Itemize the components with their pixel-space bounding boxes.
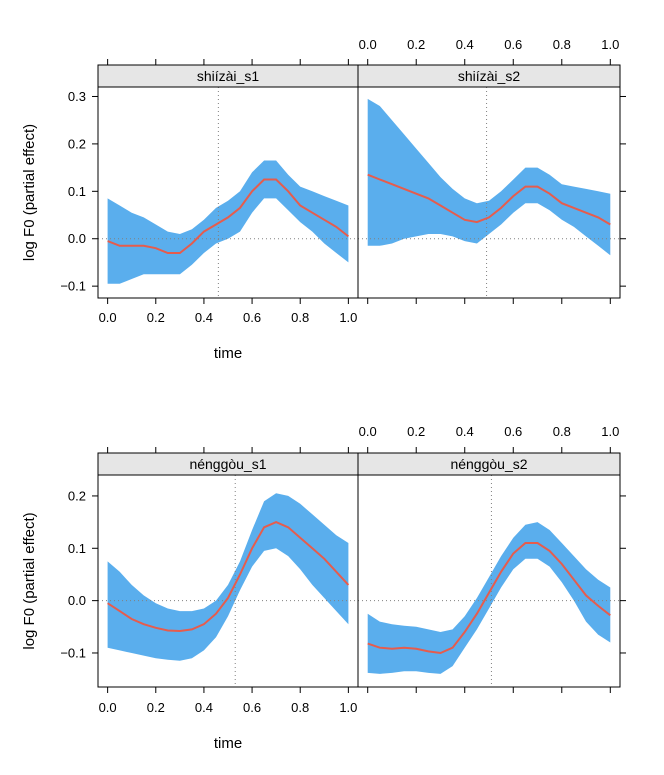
x-tick-label: 0.8 — [291, 700, 309, 715]
x-tick-label: 0.8 — [291, 310, 309, 325]
x-axis-title: time — [214, 735, 242, 752]
y-tick-label: 0.2 — [68, 488, 86, 503]
panel-2: nénggòu_s1 0.0 0.2 0.4 0.6 0.8 1.0 — [97, 447, 359, 715]
plot-top: shiízài_s1 0.0 0.2 0.4 0.6 0.8 1.0 shiízài_s2 0.… — [21, 37, 626, 362]
panel-0: shiízài_s1 0.0 0.2 0.4 0.6 0.8 1.0 — [97, 59, 359, 325]
y-tick-label: 0.3 — [68, 89, 86, 104]
confidence-band — [107, 493, 349, 661]
y-axis-title: log F0 (partial effect) — [21, 512, 38, 649]
x-tick-label: 1.0 — [339, 700, 357, 715]
y-tick-label: 0.1 — [68, 184, 86, 199]
y-tick-label: −0.1 — [60, 279, 86, 294]
y-tick-label: 0.0 — [68, 593, 86, 608]
x-tick-label: 1.0 — [601, 424, 619, 439]
x-tick-label: 0.4 — [195, 700, 213, 715]
confidence-band — [107, 160, 349, 284]
panel-title: shiízài_s1 — [197, 68, 259, 84]
y-tick-label: 0.0 — [68, 231, 86, 246]
y-axis-title: log F0 (partial effect) — [21, 124, 38, 261]
y-tick-label: 0.2 — [68, 136, 86, 151]
x-tick-label: 0.4 — [195, 310, 213, 325]
x-tick-label: 0.2 — [147, 310, 165, 325]
fit-line — [107, 178, 350, 254]
plot-bottom: nénggòu_s1 0.0 0.2 0.4 0.6 0.8 1.0 nénggòu_s2 0.… — [21, 424, 626, 752]
x-tick-label: 0.6 — [504, 424, 522, 439]
x-tick-label: 0.2 — [407, 37, 425, 52]
panel-3: nénggòu_s2 0.0 0.2 0.4 0.6 0.8 1.0 — [357, 424, 621, 693]
y-tick-label: 0.1 — [68, 541, 86, 556]
panel-1: shiízài_s2 0.0 0.2 0.4 0.6 0.8 1.0 — [357, 37, 621, 304]
panel-title: shiízài_s2 — [458, 68, 520, 84]
x-axis-title: time — [214, 345, 242, 362]
x-tick-label: 0.6 — [243, 310, 261, 325]
x-tick-label: 0.4 — [456, 424, 474, 439]
x-tick-label: 0.0 — [99, 700, 117, 715]
panel-title: nénggòu_s1 — [189, 456, 266, 472]
x-tick-label: 0.2 — [407, 424, 425, 439]
fit-line — [107, 521, 350, 633]
x-tick-label: 0.0 — [359, 37, 377, 52]
confidence-band — [367, 98, 611, 256]
x-tick-label: 0.0 — [359, 424, 377, 439]
x-tick-label: 1.0 — [339, 310, 357, 325]
x-tick-label: 1.0 — [601, 37, 619, 52]
x-tick-label: 0.6 — [504, 37, 522, 52]
panel-title: nénggòu_s2 — [450, 456, 527, 472]
x-tick-label: 0.0 — [99, 310, 117, 325]
panel-border — [357, 474, 621, 688]
fit-line — [367, 542, 611, 655]
confidence-band — [367, 522, 611, 674]
x-tick-label: 0.2 — [147, 700, 165, 715]
x-tick-label: 0.6 — [243, 700, 261, 715]
x-tick-label: 0.8 — [553, 424, 571, 439]
panel-border — [357, 86, 621, 299]
y-tick-label: −0.1 — [60, 645, 86, 660]
x-tick-label: 0.8 — [553, 37, 571, 52]
fit-line — [367, 173, 611, 226]
x-tick-label: 0.4 — [456, 37, 474, 52]
